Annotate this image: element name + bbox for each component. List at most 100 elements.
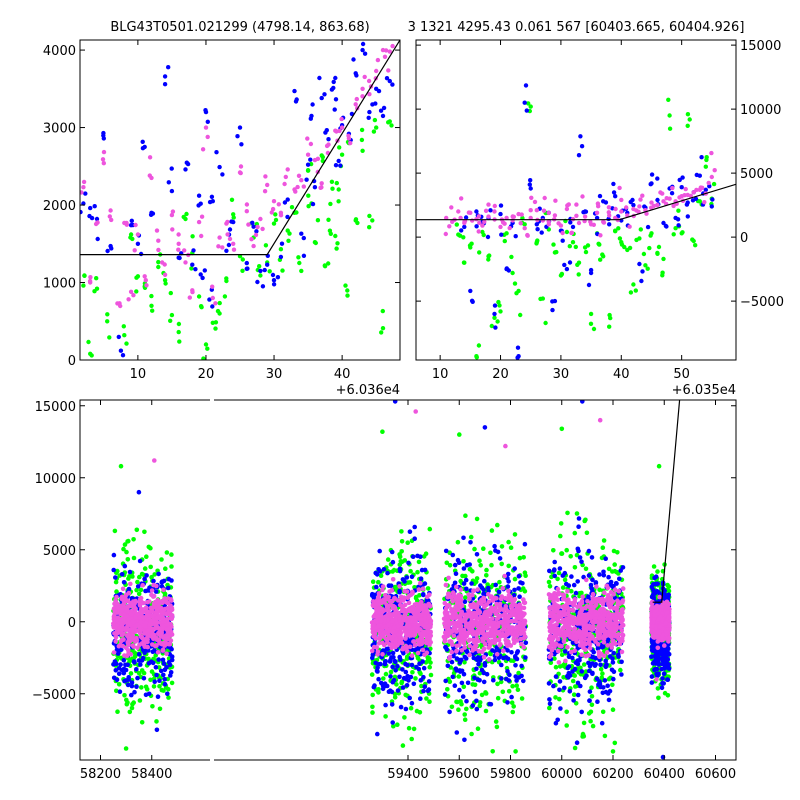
green-point	[370, 710, 375, 715]
blue-point	[144, 573, 149, 578]
pink-point	[156, 615, 162, 621]
pink-point	[706, 180, 711, 186]
green-point	[509, 254, 514, 260]
pink-point	[489, 639, 495, 644]
blue-point	[137, 558, 143, 564]
pink-point	[160, 619, 166, 624]
x-tick-label: 20	[492, 367, 509, 382]
green-point	[468, 567, 473, 572]
blue-point	[520, 581, 525, 586]
pink-point	[411, 639, 416, 644]
green-point	[510, 709, 516, 715]
blue-point	[127, 569, 133, 575]
blue-point	[177, 255, 182, 261]
green-point	[86, 339, 91, 345]
pink-point	[448, 639, 454, 644]
blue-point	[310, 201, 316, 207]
pink-point	[382, 617, 387, 623]
blue-point	[491, 677, 496, 683]
blue-point	[153, 589, 159, 594]
blue-point	[393, 668, 399, 673]
green-point	[224, 276, 229, 281]
green-point	[131, 700, 136, 705]
green-point	[289, 205, 295, 210]
blue-point	[488, 702, 494, 707]
blue-point	[485, 234, 491, 240]
blue-point	[121, 658, 127, 663]
green-point	[89, 353, 94, 358]
blue-point	[381, 105, 387, 111]
pink-point	[402, 612, 408, 618]
pink-point	[459, 648, 465, 653]
blue-point	[505, 656, 511, 662]
pink-point	[407, 644, 413, 650]
blue-point	[161, 672, 166, 678]
blue-point	[422, 684, 428, 689]
pink-point	[474, 632, 479, 638]
pink-point	[671, 203, 676, 209]
green-point	[418, 671, 423, 676]
green-point	[115, 709, 120, 714]
green-point	[680, 230, 685, 235]
blue-point	[669, 191, 675, 196]
pink-point	[403, 608, 408, 614]
pink-point	[451, 633, 457, 638]
blue-point	[149, 659, 154, 665]
blue-point	[512, 587, 517, 593]
green-point	[176, 321, 182, 327]
blue-point	[135, 584, 141, 589]
blue-point	[205, 119, 210, 125]
blue-point	[139, 658, 145, 663]
pink-point	[500, 627, 506, 632]
pink-point	[498, 224, 503, 230]
green-point	[163, 566, 168, 571]
green-point	[121, 324, 127, 329]
pink-point	[473, 638, 478, 644]
green-point	[463, 595, 468, 600]
pink-point	[374, 618, 379, 624]
green-point	[370, 692, 376, 698]
green-point	[481, 546, 486, 551]
blue-point	[709, 204, 714, 209]
pink-point	[295, 184, 300, 190]
blue-point	[111, 552, 117, 558]
pink-point	[119, 624, 124, 629]
blue-point	[598, 684, 603, 690]
blue-point	[126, 675, 131, 680]
pink-point	[129, 637, 134, 643]
green-point	[166, 686, 171, 692]
pink-point	[210, 295, 215, 301]
pink-point	[120, 586, 126, 592]
green-point	[693, 243, 698, 248]
blue-point	[504, 266, 509, 271]
pink-point	[556, 221, 561, 226]
green-point	[499, 561, 505, 567]
pink-point	[109, 217, 114, 223]
green-point	[416, 559, 422, 565]
blue-point	[516, 586, 521, 591]
green-point	[343, 283, 348, 288]
blue-point	[579, 669, 585, 674]
pink-point	[482, 604, 487, 610]
blue-point	[557, 687, 562, 693]
blue-point	[398, 704, 404, 710]
pink-point	[397, 584, 402, 589]
green-point	[655, 250, 660, 256]
green-point	[511, 704, 516, 709]
blue-point	[694, 172, 699, 178]
green-point	[493, 719, 499, 724]
pink-point	[135, 232, 141, 237]
green-point	[157, 706, 163, 712]
pink-point	[145, 637, 150, 642]
green-point	[589, 694, 595, 699]
pink-point	[445, 614, 451, 620]
blue-point	[509, 694, 514, 700]
blue-point	[417, 661, 422, 666]
pink-point	[380, 587, 385, 593]
blue-point	[292, 88, 297, 94]
pink-point	[169, 607, 175, 613]
green-point	[148, 677, 153, 683]
blue-point	[454, 656, 460, 661]
green-point	[600, 252, 605, 257]
blue-point	[150, 211, 156, 216]
